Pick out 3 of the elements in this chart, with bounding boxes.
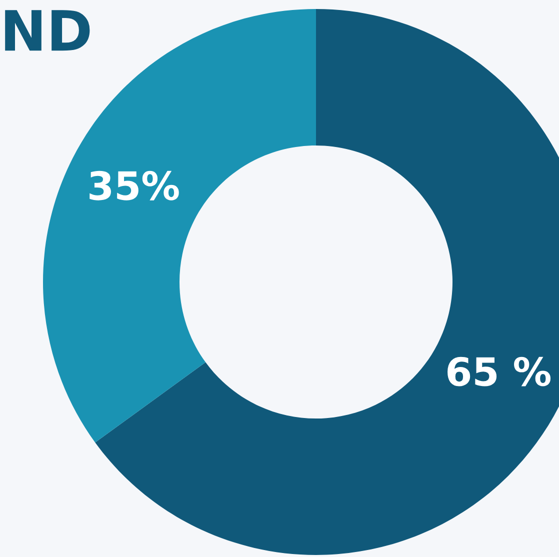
data-label: 65 % — [448, 356, 551, 386]
data-label: 35% — [90, 170, 179, 200]
chart-title: ND — [5, 10, 90, 51]
